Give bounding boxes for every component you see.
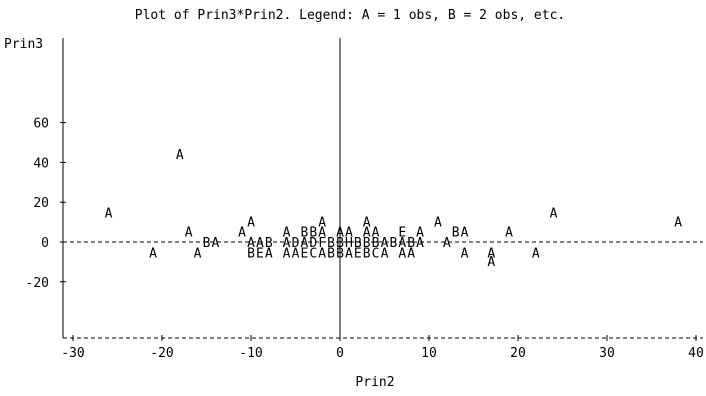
x-tick-label: -10 xyxy=(239,346,262,361)
data-point: A xyxy=(487,255,495,270)
data-point: B xyxy=(265,236,273,251)
data-point: A xyxy=(318,246,326,261)
data-point: A xyxy=(550,207,558,222)
data-point: H xyxy=(345,236,353,251)
data-point: A xyxy=(407,246,415,261)
data-point: A xyxy=(416,226,424,241)
y-tick-label: 20 xyxy=(33,196,49,211)
data-point: A xyxy=(416,236,424,251)
data-point: B xyxy=(363,246,371,261)
data-point: A xyxy=(105,207,113,222)
data-point: D xyxy=(309,236,317,251)
data-point: A xyxy=(283,226,291,241)
data-point: A xyxy=(176,148,184,163)
data-point: A xyxy=(363,226,371,241)
data-point: A xyxy=(283,236,291,251)
data-point: A xyxy=(345,246,353,261)
data-point: B xyxy=(327,236,335,251)
data-point: B xyxy=(363,236,371,251)
data-point: C xyxy=(372,246,380,261)
data-point: A xyxy=(194,246,202,261)
data-point: B xyxy=(203,236,211,251)
y-tick-label: 0 xyxy=(41,236,49,251)
data-point: A xyxy=(381,236,389,251)
data-point: A xyxy=(318,226,326,241)
data-point: E xyxy=(398,226,406,241)
data-point: B xyxy=(336,236,344,251)
data-point: A xyxy=(434,216,442,231)
data-point: A xyxy=(265,246,273,261)
data-point: A xyxy=(247,216,255,231)
data-point: A xyxy=(345,226,353,241)
data-point: A xyxy=(149,246,157,261)
data-point: B xyxy=(336,246,344,261)
x-tick-label: 0 xyxy=(336,346,344,361)
data-point: A xyxy=(247,236,255,251)
data-point: A xyxy=(300,236,308,251)
x-tick-label: -30 xyxy=(61,346,84,361)
data-point: A xyxy=(318,216,326,231)
data-point: A xyxy=(674,216,682,231)
y-tick-label: 40 xyxy=(33,156,49,171)
data-points: AA AA A A A AA A A B B A A A A A E A B A AB A A A B A D A D F B B H B B B A… xyxy=(105,148,683,270)
data-point: B xyxy=(247,246,255,261)
data-point: B xyxy=(389,236,397,251)
axes xyxy=(60,38,703,341)
x-tick-label: 30 xyxy=(599,346,615,361)
data-point: F xyxy=(318,236,326,251)
y-axis-label: Prin3 xyxy=(4,37,43,52)
data-point: A xyxy=(461,226,469,241)
data-point: A xyxy=(398,246,406,261)
data-point: B xyxy=(452,226,460,241)
data-point: A xyxy=(505,226,513,241)
data-point: A xyxy=(292,246,300,261)
x-tick-label: 20 xyxy=(510,346,526,361)
data-point: B xyxy=(354,236,362,251)
data-point: A xyxy=(185,226,193,241)
data-point: A xyxy=(461,246,469,261)
data-point: A xyxy=(211,236,219,251)
data-point: A xyxy=(283,246,291,261)
data-point: A xyxy=(238,226,246,241)
data-point: A xyxy=(336,226,344,241)
tick-labels: -30 -20 -10 0 10 20 30 40 -20 0 20 40 60 xyxy=(26,117,704,361)
x-tick-label: -20 xyxy=(150,346,173,361)
data-point: B xyxy=(327,246,335,261)
chart-title: Plot of Prin3*Prin2. Legend: A = 1 obs, … xyxy=(135,8,565,23)
data-point: E xyxy=(300,246,308,261)
data-point: A xyxy=(256,236,264,251)
data-point: B xyxy=(300,226,308,241)
data-point: A xyxy=(372,226,380,241)
y-tick-label: 60 xyxy=(33,117,49,132)
data-point: A xyxy=(443,236,451,251)
data-point: B xyxy=(407,236,415,251)
x-tick-label: 10 xyxy=(421,346,437,361)
data-point: A xyxy=(381,246,389,261)
data-point: A xyxy=(532,246,540,261)
data-point: A xyxy=(487,246,495,261)
data-point: D xyxy=(292,236,300,251)
data-point: A xyxy=(398,236,406,251)
data-point: C xyxy=(309,246,317,261)
data-point: E xyxy=(256,246,264,261)
data-point: E xyxy=(354,246,362,261)
data-point: B xyxy=(309,226,317,241)
y-tick-label: -20 xyxy=(26,276,49,291)
x-tick-label: 40 xyxy=(688,346,704,361)
data-point: A xyxy=(363,216,371,231)
data-point: B xyxy=(372,236,380,251)
x-axis-label: Prin2 xyxy=(355,375,394,390)
